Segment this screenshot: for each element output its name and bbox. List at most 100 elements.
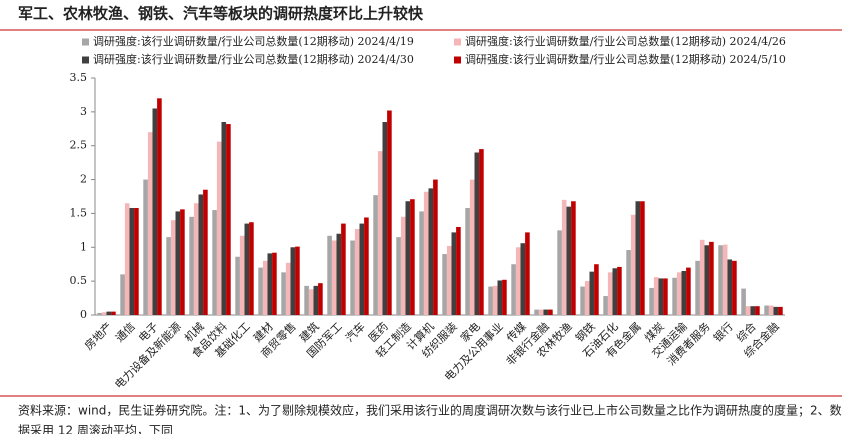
bar [502, 279, 507, 315]
bar [180, 209, 185, 315]
bar [681, 270, 687, 315]
bar [226, 124, 231, 315]
bar [750, 306, 756, 315]
legend-swatch [82, 56, 89, 64]
bar [373, 195, 378, 315]
bar [143, 179, 148, 315]
legend-label: 调研强度:该行业调研数量/行业公司总数量(12期移动) 2024/4/30 [93, 52, 414, 66]
bar [198, 194, 204, 315]
bar [203, 189, 208, 315]
source-note: 据采用 12 周滚动平均，下同 [18, 423, 173, 434]
bar [318, 283, 323, 315]
bar [676, 272, 682, 315]
y-tick-label: 0 [80, 308, 87, 321]
bar [290, 247, 296, 315]
bar [635, 201, 641, 315]
bar [603, 296, 608, 315]
bar [543, 309, 549, 315]
bar [446, 245, 452, 315]
bar [704, 245, 710, 315]
bar [152, 108, 158, 315]
bar [640, 201, 645, 315]
legend-label: 调研强度:该行业调研数量/行业公司总数量(12期移动) 2024/4/26 [465, 34, 786, 48]
bar [244, 223, 250, 315]
x-tick-label: 通信 [113, 320, 138, 345]
bar [423, 191, 429, 315]
y-tick-label: 2 [80, 173, 87, 186]
bar [267, 253, 273, 315]
bar [120, 274, 125, 315]
bar [281, 272, 286, 315]
bar [465, 208, 470, 315]
bar [405, 201, 411, 315]
bar [285, 262, 291, 315]
bar [124, 203, 130, 315]
bar [442, 254, 447, 315]
bar [755, 306, 760, 315]
bar [488, 286, 493, 315]
bar [722, 244, 728, 315]
y-tick-label: 1.5 [70, 206, 88, 219]
bar [272, 252, 277, 315]
bar [686, 267, 691, 315]
bar [239, 235, 245, 315]
bar [773, 306, 779, 315]
bar [336, 233, 342, 315]
bar [649, 287, 654, 315]
bar [262, 260, 268, 315]
bar [538, 309, 544, 315]
bar [520, 243, 526, 315]
bar [699, 239, 705, 315]
bar [189, 216, 194, 315]
bar [410, 199, 415, 315]
bar [497, 280, 503, 315]
source-note: 资料来源：wind，民生证券研究院。注：1、为了剔除规模效应，我们采用该行业的周… [18, 403, 842, 418]
bar [377, 151, 383, 315]
bar [354, 229, 360, 315]
bar [515, 247, 521, 315]
bar [474, 152, 480, 315]
bar [492, 285, 498, 315]
bar [607, 272, 613, 315]
bar [350, 240, 355, 315]
bar [313, 285, 319, 315]
bar [589, 271, 595, 315]
legend-swatch [82, 38, 89, 46]
legend-swatch [454, 56, 461, 64]
bar [557, 230, 562, 315]
bar [341, 223, 346, 315]
bar [400, 216, 406, 315]
bar [709, 241, 714, 315]
legend-swatch [454, 38, 461, 46]
bar [382, 122, 388, 315]
bar [433, 179, 438, 315]
bar [764, 305, 769, 315]
bar [327, 235, 332, 315]
bar [387, 110, 392, 315]
y-tick-label: 0.5 [70, 274, 88, 287]
bar [727, 259, 733, 315]
bar [428, 188, 434, 315]
bar [235, 256, 240, 315]
y-tick-label: 2.5 [70, 139, 88, 152]
bar [525, 232, 530, 315]
bar [672, 277, 677, 315]
bar [106, 311, 112, 315]
bar [768, 305, 774, 315]
bar [364, 217, 369, 315]
bar [111, 311, 116, 315]
bar [101, 312, 107, 315]
bar [571, 201, 576, 315]
bar [617, 266, 622, 315]
legend-label: 调研强度:该行业调研数量/行业公司总数量(12期移动) 2024/4/19 [93, 34, 414, 48]
bar [166, 237, 171, 315]
bar [134, 208, 139, 315]
bar [594, 264, 599, 315]
bar [732, 260, 737, 315]
bar [479, 149, 484, 315]
bar [193, 203, 199, 315]
bar [175, 211, 181, 315]
bar [147, 132, 153, 315]
x-tick-label: 汽车 [342, 319, 367, 344]
